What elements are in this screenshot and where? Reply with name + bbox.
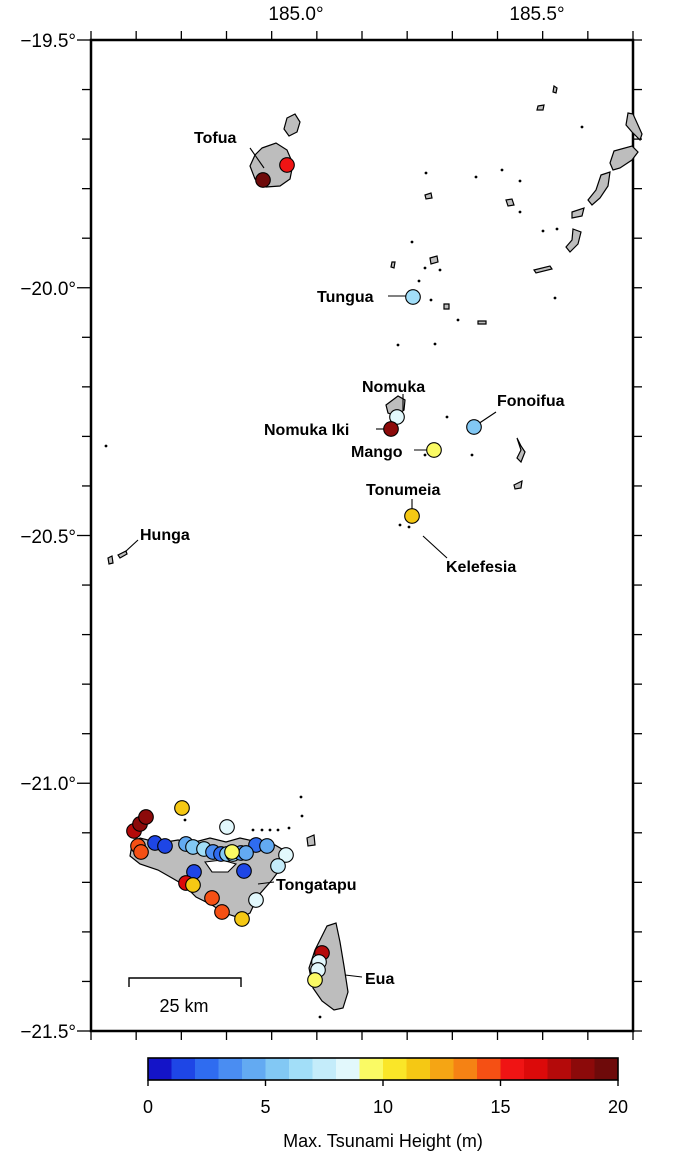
y-tick-label-20-5: −20.5° (20, 527, 76, 548)
tsunami-site-marker (174, 800, 190, 816)
y-tick-label-20-0: −20.0° (20, 279, 76, 300)
tsunami-site-marker (138, 809, 154, 825)
colorbar-segment (242, 1058, 266, 1080)
tsunami-site-marker (234, 911, 250, 927)
y-tick-label-21-0: −21.0° (20, 774, 76, 795)
colorbar-tick-20: 20 (608, 1097, 628, 1117)
label-nomuka-iki: Nomuka Iki (264, 422, 349, 439)
colorbar-segment (430, 1058, 454, 1080)
colorbar-segment (500, 1058, 525, 1080)
colorbar-segment (547, 1058, 572, 1080)
tsunami-site-marker (219, 819, 235, 835)
tsunami-site-marker (383, 421, 399, 437)
tsunami-site-marker (214, 904, 230, 920)
scale-bar-label: 25 km (159, 996, 208, 1016)
tsunami-site-marker (224, 844, 240, 860)
tsunami-sites (126, 157, 482, 988)
tsunami-site-marker (236, 863, 252, 879)
colorbar-segment (594, 1058, 619, 1080)
tsunami-site-marker (270, 858, 286, 874)
tsunami-site-marker (204, 890, 220, 906)
colorbar-segment (359, 1058, 384, 1080)
label-fonoifua: Fonoifua (497, 393, 565, 410)
colorbar-tick-15: 15 (490, 1097, 510, 1117)
label-tungua: Tungua (317, 289, 374, 306)
colorbar-segment (312, 1058, 337, 1080)
colorbar-tick-0: 0 (143, 1097, 153, 1117)
y-tick-label-21-5: −21.5° (20, 1022, 76, 1043)
tsunami-site-marker (404, 508, 420, 524)
y-tick-label-19-5: −19.5° (20, 31, 76, 52)
tsunami-site-marker (426, 442, 442, 458)
tiny-islet-dots (104, 125, 584, 1019)
colorbar-segment (383, 1058, 407, 1080)
label-nomuka: Nomuka (362, 379, 425, 396)
colorbar-segment (406, 1058, 431, 1080)
tsunami-site-marker (259, 838, 275, 854)
colorbar-segment (218, 1058, 243, 1080)
colorbar-segment (571, 1058, 595, 1080)
tsunami-site-marker (466, 419, 482, 435)
tsunami-site-marker (278, 847, 294, 863)
label-kelefesia: Kelefesia (446, 559, 516, 576)
colorbar-segment (477, 1058, 501, 1080)
axis-ticks (77, 31, 642, 1040)
x-tick-label-185-5: 185.5° (509, 4, 564, 25)
colorbar-title: Max. Tsunami Height (m) (283, 1131, 483, 1151)
tsunami-site-marker (157, 838, 173, 854)
colorbar-segment (336, 1058, 360, 1080)
colorbar-segment (171, 1058, 196, 1080)
label-tongatapu: Tongatapu (276, 877, 357, 894)
tsunami-site-marker (255, 172, 271, 188)
colorbar-segment (453, 1058, 478, 1080)
label-eua: Eua (365, 971, 394, 988)
label-tonumeia: Tonumeia (366, 482, 440, 499)
colorbar-border (147, 1057, 619, 1081)
label-mango: Mango (351, 444, 403, 461)
tsunami-site-marker (405, 289, 421, 305)
colorbar-segment (265, 1058, 290, 1080)
tsunami-site-marker (133, 844, 149, 860)
scale-bar: 25 km (128, 977, 242, 1016)
tsunami-site-marker (248, 892, 264, 908)
colorbar (147, 1058, 619, 1086)
tsunami-site-marker (238, 845, 254, 861)
x-tick-label-185-0: 185.0° (268, 4, 323, 25)
label-hunga: Hunga (140, 527, 190, 544)
label-tofua: Tofua (194, 130, 236, 147)
colorbar-segment (195, 1058, 219, 1080)
colorbar-tick-10: 10 (373, 1097, 393, 1117)
tsunami-site-marker (185, 877, 201, 893)
colorbar-segment (524, 1058, 548, 1080)
tsunami-site-marker (307, 972, 323, 988)
colorbar-segment (289, 1058, 313, 1080)
tsunami-site-marker (279, 157, 295, 173)
colorbar-segment (148, 1058, 172, 1080)
colorbar-tick-5: 5 (260, 1097, 270, 1117)
minor-islets (107, 84, 643, 847)
